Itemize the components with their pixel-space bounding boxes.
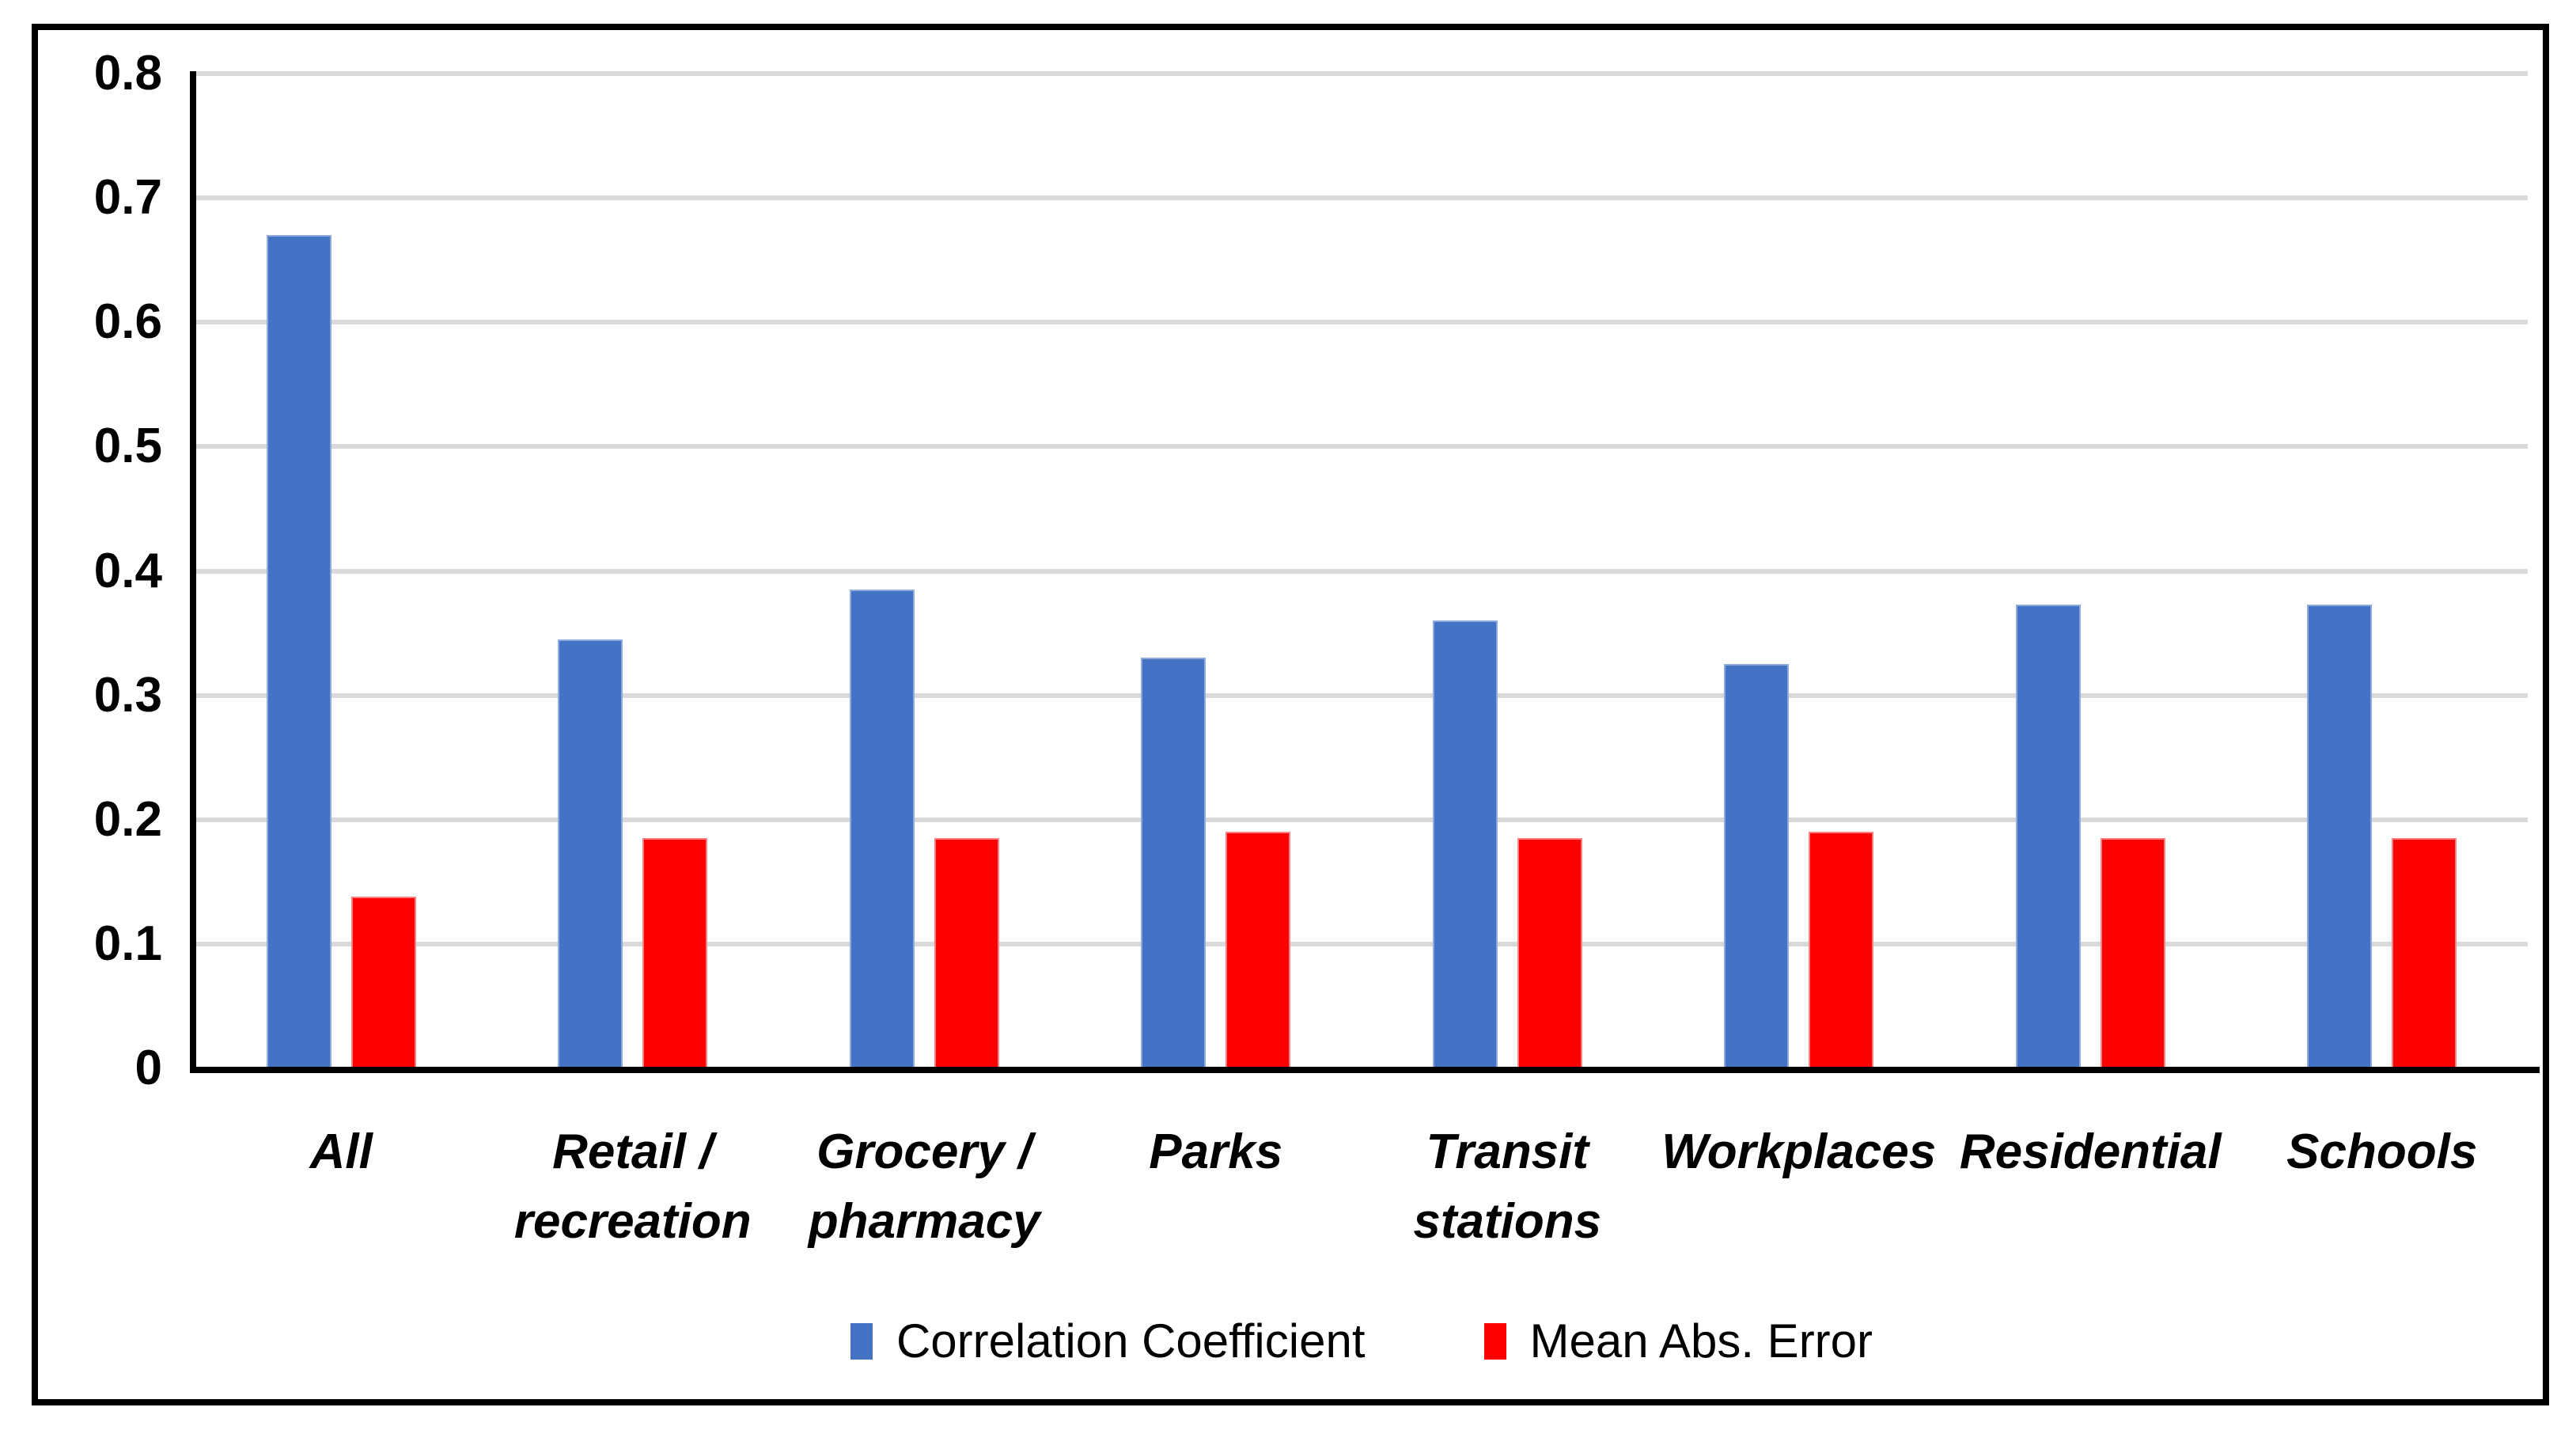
- x-label-line: pharmacy: [808, 1194, 1040, 1249]
- legend-label-mean-abs-error: Mean Abs. Error: [1529, 1314, 1873, 1367]
- x-label-transit-stations: Transit stations: [1362, 1117, 1654, 1257]
- bar-mean-abs-error-all: [350, 897, 416, 1070]
- bar-mean-abs-error-grocery-pharmacy: [934, 838, 999, 1070]
- x-label-workplaces: Workplaces: [1654, 1117, 1945, 1187]
- bar-correlation-coefficient-all: [266, 235, 331, 1070]
- y-tick-label-0-5: 0.5: [93, 419, 162, 474]
- gridline: [195, 692, 2528, 698]
- y-axis-line: [190, 71, 196, 1073]
- bar-correlation-coefficient-residential: [2015, 604, 2081, 1070]
- gridline: [195, 568, 2528, 574]
- legend-entry-correlation-coefficient: Correlation Coefficient: [850, 1314, 1366, 1369]
- legend: Correlation Coefficient Mean Abs. Error: [195, 1302, 2528, 1381]
- gridline: [195, 195, 2528, 201]
- y-tick-label-0-7: 0.7: [93, 170, 162, 226]
- bar-correlation-coefficient-grocery-pharmacy: [849, 590, 915, 1070]
- x-label-line: Residential: [1959, 1125, 2222, 1179]
- legend-entry-mean-abs-error: Mean Abs. Error: [1483, 1314, 1873, 1369]
- legend-swatch-mean-abs-error: [1483, 1323, 1506, 1360]
- x-label-schools: Schools: [2237, 1117, 2529, 1187]
- x-label-line: Parks: [1149, 1125, 1283, 1179]
- x-axis-line: [190, 1067, 2540, 1073]
- bar-mean-abs-error-schools: [2392, 838, 2457, 1070]
- y-tick-label-0-4: 0.4: [93, 543, 162, 598]
- x-label-line: Transit: [1426, 1125, 1589, 1179]
- y-tick-label-0: 0: [134, 1041, 162, 1095]
- x-label-line: recreation: [513, 1194, 752, 1249]
- gridline: [195, 941, 2528, 946]
- bar-mean-abs-error-retail-recreation: [642, 838, 708, 1070]
- gridline: [195, 71, 2528, 76]
- gridline: [195, 444, 2528, 449]
- x-label-all: All: [195, 1117, 487, 1187]
- legend-label-correlation-coefficient: Correlation Coefficient: [896, 1314, 1366, 1367]
- x-label-line: Schools: [2286, 1125, 2478, 1179]
- gridline: [195, 320, 2528, 325]
- x-label-line: Workplaces: [1661, 1125, 1937, 1179]
- y-tick-label-0-8: 0.8: [93, 46, 162, 101]
- x-label-residential: Residential: [1945, 1117, 2237, 1187]
- chart-frame: [32, 24, 2549, 1405]
- bar-correlation-coefficient-workplaces: [1724, 664, 1790, 1070]
- bar-mean-abs-error-parks: [1225, 832, 1291, 1070]
- x-label-line: stations: [1413, 1194, 1602, 1249]
- bar-correlation-coefficient-transit-stations: [1432, 620, 1498, 1070]
- legend-swatch-correlation-coefficient: [850, 1323, 873, 1360]
- x-label-parks: Parks: [1070, 1117, 1362, 1187]
- bar-mean-abs-error-workplaces: [1809, 832, 1874, 1070]
- bar-correlation-coefficient-parks: [1141, 658, 1207, 1070]
- x-label-retail-recreation: Retail / recreation: [487, 1117, 779, 1257]
- bar-mean-abs-error-residential: [2100, 838, 2165, 1070]
- x-label-line: All: [309, 1125, 373, 1179]
- x-label-grocery-pharmacy: Grocery / pharmacy: [778, 1117, 1070, 1257]
- y-tick-label-0-1: 0.1: [93, 916, 162, 971]
- y-tick-label-0-3: 0.3: [93, 667, 162, 723]
- bar-correlation-coefficient-schools: [2307, 604, 2373, 1070]
- x-label-line: Retail /: [552, 1125, 714, 1179]
- gridline: [195, 817, 2528, 822]
- y-tick-label-0-6: 0.6: [93, 294, 162, 350]
- bar-mean-abs-error-transit-stations: [1517, 838, 1582, 1070]
- bar-correlation-coefficient-retail-recreation: [558, 639, 623, 1070]
- y-tick-label-0-2: 0.2: [93, 791, 162, 847]
- x-label-line: Grocery /: [816, 1125, 1032, 1179]
